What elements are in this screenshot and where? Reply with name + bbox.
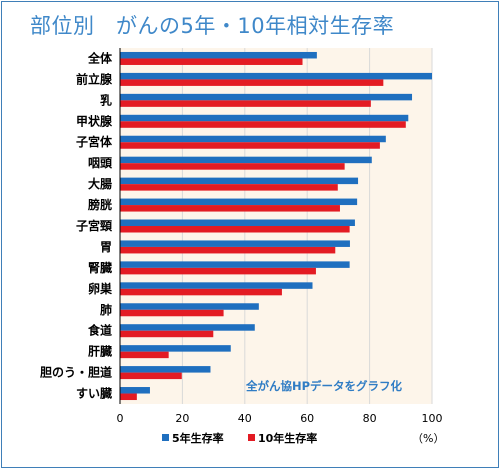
category-label: 甲状腺: [76, 113, 113, 128]
category-label: 肺: [100, 302, 112, 317]
x-tick-label: 100: [422, 412, 443, 425]
category-label: 全体: [87, 50, 113, 65]
category-label: 膀胱: [87, 197, 112, 212]
bar-5yr: [120, 219, 355, 226]
category-label: 咽頭: [88, 156, 113, 170]
bar-10yr: [120, 351, 169, 359]
bar-10yr: [120, 58, 303, 65]
bar-10yr: [120, 121, 406, 128]
bar-10yr: [120, 267, 316, 275]
bar-10yr: [120, 184, 338, 191]
category-label: 肝臓: [88, 344, 112, 359]
category-label: 乳: [100, 92, 112, 107]
bar-5yr: [120, 72, 432, 80]
bar-5yr: [120, 156, 372, 164]
bar-10yr: [120, 79, 384, 86]
category-label: 前立腺: [76, 71, 113, 86]
bar-5yr: [120, 198, 358, 206]
bar-5yr: [120, 282, 313, 289]
category-label: すい臓: [76, 386, 112, 401]
category-label: 大腸: [88, 176, 112, 191]
bar-5yr: [120, 345, 231, 352]
legend-swatch-10yr: [248, 434, 255, 441]
chart-title: 部位別 がんの5年・10年相対生存率: [30, 14, 395, 38]
bar-10yr: [120, 288, 282, 296]
category-label: 子宮体: [76, 134, 113, 149]
category-label: 胃: [100, 240, 112, 254]
bar-10yr: [120, 205, 340, 212]
bar-10yr: [120, 226, 350, 233]
legend-label-10yr: 10年生存率: [258, 431, 317, 445]
bar-5yr: [120, 240, 350, 247]
legend-label-5yr: 5年生存率: [172, 431, 224, 445]
x-tick-label: 60: [300, 412, 314, 425]
bar-5yr: [120, 324, 255, 331]
bar-5yr: [120, 135, 386, 143]
bar-10yr: [120, 163, 345, 170]
bar-5yr: [120, 177, 359, 185]
bar-10yr: [120, 309, 224, 317]
bar-5yr: [120, 51, 317, 59]
category-label: 胆のう・胆道: [40, 365, 112, 380]
bar-5yr: [120, 114, 409, 122]
bar-10yr: [120, 372, 182, 380]
category-label: 食道: [87, 323, 112, 338]
category-label: 腎臓: [88, 260, 112, 275]
x-tick-label: 0: [117, 412, 124, 425]
bar-5yr: [120, 387, 150, 394]
unit-label: （%）: [412, 432, 444, 445]
category-label: 卵巣: [88, 281, 113, 296]
bar-10yr: [120, 142, 380, 149]
bar-5yr: [120, 366, 211, 373]
category-label: 子宮頸: [76, 218, 113, 233]
bar-5yr: [120, 261, 350, 268]
x-tick-label: 20: [175, 412, 189, 425]
bar-10yr: [120, 393, 137, 401]
bar-5yr: [120, 93, 413, 101]
bar-10yr: [120, 330, 214, 338]
bar-5yr: [120, 303, 259, 310]
x-tick-label: 40: [238, 412, 252, 425]
bar-10yr: [120, 100, 371, 107]
x-tick-label: 80: [363, 412, 377, 425]
annotation: 全がん協HPデータをグラフ化: [245, 379, 403, 393]
legend-swatch-5yr: [162, 434, 169, 441]
bar-10yr: [120, 246, 336, 254]
